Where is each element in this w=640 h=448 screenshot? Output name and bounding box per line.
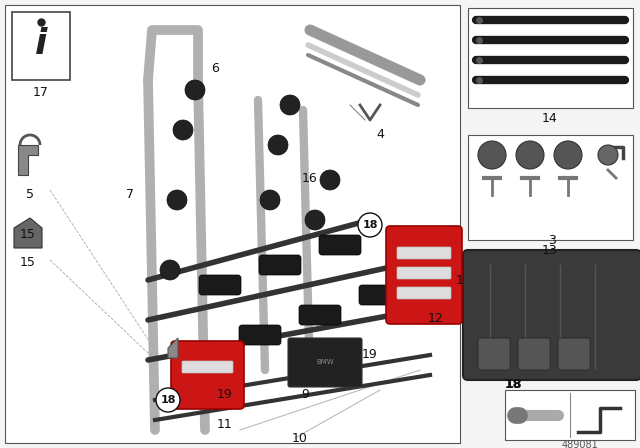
Text: 15: 15 [20, 228, 36, 241]
Circle shape [320, 170, 340, 190]
Text: 13: 13 [542, 244, 558, 257]
Text: 18: 18 [362, 220, 378, 230]
Circle shape [305, 210, 325, 230]
Text: 11: 11 [217, 418, 233, 431]
Circle shape [280, 95, 300, 115]
Circle shape [185, 80, 205, 100]
Bar [468, 135, 633, 240]
FancyBboxPatch shape [386, 226, 462, 324]
Text: 10: 10 [292, 431, 308, 444]
Text: 489081: 489081 [562, 440, 598, 448]
Text: 6: 6 [211, 61, 219, 74]
Text: 18: 18 [160, 395, 176, 405]
Text: 9: 9 [301, 388, 309, 401]
Text: 3: 3 [548, 233, 556, 246]
Bar [12, 12, 70, 80]
FancyBboxPatch shape [299, 305, 341, 325]
FancyBboxPatch shape [182, 361, 233, 373]
FancyBboxPatch shape [478, 338, 510, 370]
Circle shape [598, 145, 618, 165]
Circle shape [554, 141, 582, 169]
Bar [5, 5, 460, 443]
FancyBboxPatch shape [463, 250, 640, 380]
Text: 17: 17 [33, 86, 49, 99]
Circle shape [260, 190, 280, 210]
Text: 5: 5 [26, 189, 34, 202]
Bar [468, 8, 633, 108]
Text: 19: 19 [362, 349, 378, 362]
FancyBboxPatch shape [359, 285, 401, 305]
Text: 12: 12 [428, 311, 444, 324]
Polygon shape [14, 218, 42, 248]
Text: 19: 19 [217, 388, 233, 401]
FancyBboxPatch shape [397, 267, 451, 279]
FancyBboxPatch shape [259, 255, 301, 275]
Circle shape [516, 141, 544, 169]
Circle shape [358, 213, 382, 237]
Circle shape [478, 141, 506, 169]
Text: 14: 14 [542, 112, 558, 125]
Text: 1: 1 [456, 273, 464, 287]
Polygon shape [18, 145, 38, 175]
Circle shape [160, 260, 180, 280]
Text: 15: 15 [20, 257, 36, 270]
FancyBboxPatch shape [171, 341, 244, 409]
FancyBboxPatch shape [199, 275, 241, 295]
Text: BMW: BMW [316, 359, 334, 365]
Text: 18: 18 [504, 379, 522, 392]
FancyBboxPatch shape [518, 338, 550, 370]
Text: 18: 18 [504, 379, 522, 392]
FancyBboxPatch shape [558, 338, 590, 370]
Text: 16: 16 [302, 172, 318, 185]
Text: i: i [35, 27, 47, 61]
FancyBboxPatch shape [239, 325, 281, 345]
Circle shape [268, 135, 288, 155]
Bar [505, 390, 635, 440]
FancyBboxPatch shape [319, 235, 361, 255]
Text: 4: 4 [376, 129, 384, 142]
Polygon shape [168, 338, 178, 358]
Circle shape [167, 190, 187, 210]
FancyBboxPatch shape [397, 287, 451, 299]
Circle shape [173, 120, 193, 140]
FancyBboxPatch shape [397, 247, 451, 259]
Circle shape [156, 388, 180, 412]
Text: 7: 7 [126, 189, 134, 202]
FancyBboxPatch shape [288, 338, 362, 387]
